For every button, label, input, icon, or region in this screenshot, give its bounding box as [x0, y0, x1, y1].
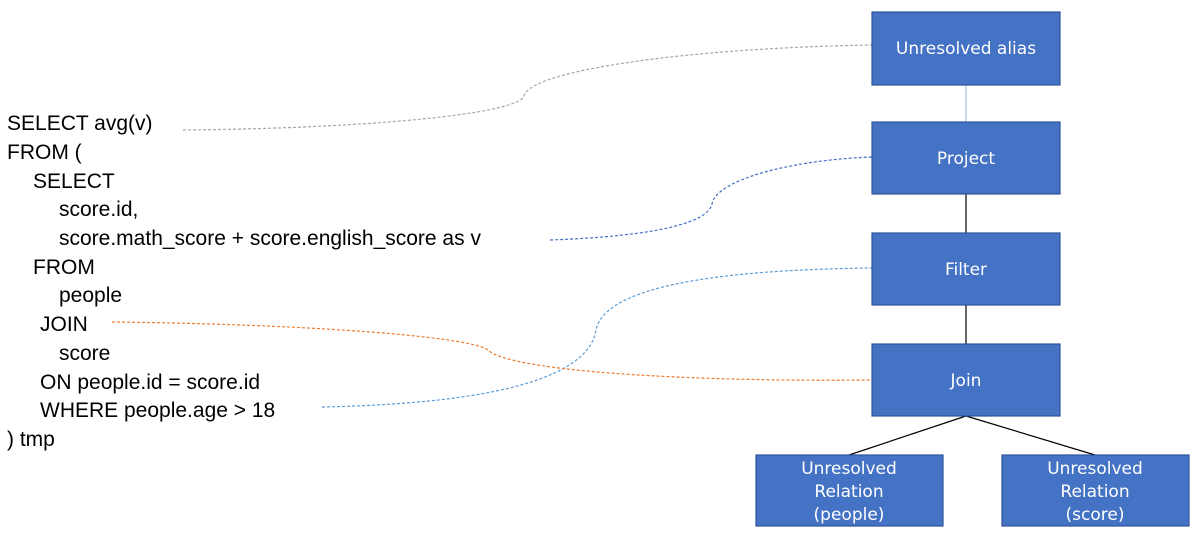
node-box — [871, 343, 1061, 417]
link-select-to-alias — [182, 44, 873, 131]
sql-query: SELECT avg(v) FROM ( SELECT score.id, sc… — [7, 112, 481, 451]
sql-line: score — [59, 342, 110, 365]
node-box — [1001, 454, 1190, 527]
node-box — [871, 121, 1061, 195]
node-relation-score: Unresolved Relation (score) — [1001, 454, 1190, 527]
node-box — [755, 454, 944, 527]
mapping-links — [111, 44, 873, 408]
sql-line: people — [59, 284, 122, 307]
node-unresolved-alias: Unresolved alias — [871, 11, 1061, 86]
link-where-to-filter — [321, 267, 873, 408]
node-filter: Filter — [871, 232, 1061, 306]
node-relation-people: Unresolved Relation (people) — [755, 454, 944, 527]
node-label: Filter — [945, 260, 987, 280]
sql-line: SELECT avg(v) — [7, 112, 153, 135]
sql-line: ) tmp — [7, 428, 55, 451]
node-label: Join — [950, 371, 982, 391]
node-box — [871, 232, 1061, 306]
tree-edges — [848, 85, 1096, 456]
sql-line: score.id, — [59, 198, 138, 221]
node-project: Project — [871, 121, 1061, 195]
node-label: Project — [937, 149, 995, 169]
node-label: Unresolved alias — [896, 39, 1036, 59]
sql-line: JOIN — [40, 313, 88, 336]
sql-line: SELECT — [33, 170, 115, 193]
node-label: Relation — [1060, 482, 1129, 502]
link-join-to-join — [111, 321, 873, 381]
node-label: Unresolved — [801, 459, 897, 479]
node-box — [871, 11, 1061, 86]
node-label: Unresolved — [1047, 459, 1143, 479]
edge-join-score — [965, 415, 1096, 456]
node-label: (score) — [1066, 505, 1125, 525]
link-expression-to-project — [549, 156, 873, 241]
sql-line: FROM ( — [7, 141, 82, 164]
node-label: (people) — [814, 505, 885, 525]
sql-line: WHERE people.age > 18 — [40, 399, 275, 422]
node-label: Relation — [814, 482, 883, 502]
node-join: Join — [871, 343, 1061, 417]
sql-line: ON people.id = score.id — [40, 371, 260, 394]
edge-join-people — [848, 415, 967, 456]
sql-line: FROM — [33, 256, 95, 279]
sql-line: score.math_score + score.english_score a… — [59, 227, 481, 250]
